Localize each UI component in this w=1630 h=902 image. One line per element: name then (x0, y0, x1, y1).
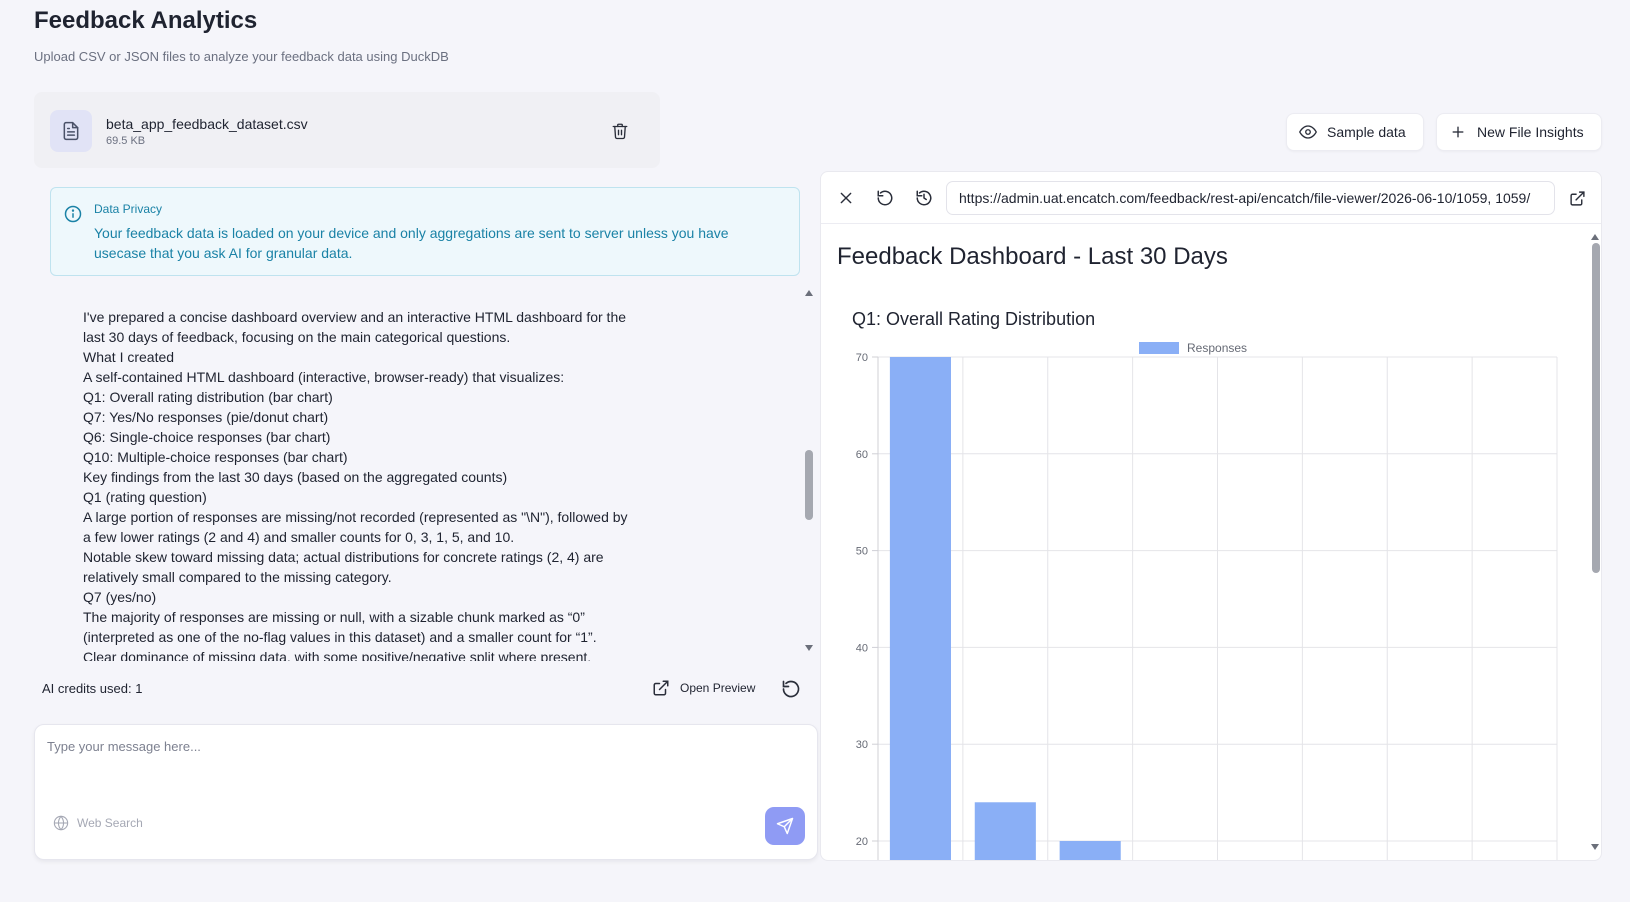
web-search-toggle[interactable]: Web Search (53, 815, 143, 831)
preview-toolbar (821, 172, 1601, 224)
tick-label-y: 60 (856, 449, 868, 461)
chat-line: (interpreted as one of the no-flag value… (83, 629, 597, 645)
new-file-insights-label: New File Insights (1477, 124, 1584, 140)
external-link-icon (1569, 190, 1585, 206)
chat-line: The majority of responses are missing or… (83, 609, 585, 625)
chat-line: Q6: Single-choice responses (bar chart) (83, 429, 331, 445)
q1-bar-chart: Responses 20 30 40 50 60 70 (856, 341, 1558, 860)
tick-label-y: 50 (856, 546, 868, 558)
assistant-message: I've prepared a concise dashboard overvi… (83, 307, 628, 661)
chat-line: relatively small compared to the missing… (83, 569, 392, 585)
reload-preview-button[interactable] (875, 188, 895, 208)
chat-line: Clear dominance of missing data, with so… (83, 649, 592, 661)
chat-line: A self-contained HTML dashboard (interac… (83, 369, 565, 385)
bar (889, 357, 951, 860)
chat-line: What I created (83, 349, 175, 365)
web-search-label: Web Search (77, 816, 143, 830)
eye-icon (1299, 123, 1317, 141)
send-button[interactable] (765, 807, 805, 845)
tick-label-y: 70 (856, 352, 868, 364)
message-input[interactable] (47, 739, 787, 789)
tick-label-y: 20 (856, 836, 868, 848)
chat-line: Q1 (rating question) (83, 489, 207, 505)
close-icon (840, 192, 852, 204)
plus-icon (1449, 123, 1467, 141)
chat-line: A large portion of responses are missing… (83, 509, 628, 525)
dashboard-title: Feedback Dashboard - Last 30 Days (837, 243, 1228, 270)
reload-icon (877, 190, 893, 206)
preview-scroll-up-icon[interactable] (1590, 232, 1600, 242)
history-button[interactable] (914, 188, 934, 208)
bar (974, 802, 1036, 860)
new-file-insights-button[interactable]: New File Insights (1436, 113, 1602, 151)
history-icon (916, 190, 932, 206)
privacy-title: Data Privacy (94, 202, 163, 216)
preview-scrollbar-thumb[interactable] (1592, 243, 1600, 573)
ai-credits: AI credits used: 1 (42, 681, 143, 696)
delete-file-button[interactable] (610, 121, 630, 141)
file-name: beta_app_feedback_dataset.csv (106, 116, 308, 132)
uploaded-file-card: beta_app_feedback_dataset.csv 69.5 KB (34, 92, 660, 168)
tick-label-y: 40 (856, 642, 868, 654)
preview-panel: Feedback Dashboard - Last 30 Days Q1: Ov… (820, 171, 1602, 861)
open-external-button[interactable] (1567, 188, 1587, 208)
chat-line: Q10: Multiple-choice responses (bar char… (83, 449, 348, 465)
chat-line: a few lower ratings (2 and 4) and smalle… (83, 529, 515, 545)
scroll-up-icon[interactable] (804, 288, 814, 298)
chat-line: Q1: Overall rating distribution (bar cha… (83, 389, 333, 405)
file-size: 69.5 KB (106, 135, 146, 147)
open-preview-button[interactable]: Open Preview (652, 679, 755, 697)
preview-scroll-down-icon[interactable] (1590, 842, 1600, 852)
close-preview-button[interactable] (836, 188, 856, 208)
page-subtitle: Upload CSV or JSON files to analyze your… (34, 49, 449, 64)
legend-label: Responses (1187, 341, 1247, 355)
chat-messages[interactable]: I've prepared a concise dashboard overvi… (48, 285, 818, 661)
send-icon (776, 817, 794, 835)
chat-line: Key findings from the last 30 days (base… (83, 469, 508, 485)
chat-line: I've prepared a concise dashboard overvi… (83, 309, 627, 325)
sample-data-label: Sample data (1327, 124, 1406, 140)
message-composer: Web Search (34, 724, 818, 860)
external-link-icon (653, 680, 669, 696)
chart-title: Q1: Overall Rating Distribution (852, 309, 1096, 329)
tick-label-y: 30 (856, 739, 868, 751)
sample-data-button[interactable]: Sample data (1286, 113, 1424, 151)
trash-icon (612, 123, 628, 140)
info-icon (64, 205, 82, 223)
chat-scrollbar-thumb[interactable] (805, 450, 813, 520)
chat-line: Q7 (yes/no) (83, 589, 157, 605)
chat-line: Notable skew toward missing data; actual… (83, 549, 604, 565)
chat-line: last 30 days of feedback, focusing on th… (83, 329, 511, 345)
chat-line: Q7: Yes/No responses (pie/donut chart) (83, 409, 329, 425)
page-title: Feedback Analytics (34, 7, 258, 34)
open-preview-label: Open Preview (680, 681, 756, 695)
privacy-text: Your feedback data is loaded on your dev… (94, 225, 729, 261)
data-privacy-notice: Data Privacy Your feedback data is loade… (50, 187, 800, 276)
legend-swatch (1139, 342, 1179, 354)
preview-url-input[interactable] (946, 181, 1555, 215)
file-text-icon (50, 110, 92, 152)
globe-icon (53, 815, 69, 831)
bar (1059, 841, 1121, 860)
refresh-chat-icon[interactable] (781, 679, 801, 699)
scroll-down-icon[interactable] (804, 643, 814, 653)
preview-content[interactable]: Feedback Dashboard - Last 30 Days Q1: Ov… (821, 225, 1601, 860)
